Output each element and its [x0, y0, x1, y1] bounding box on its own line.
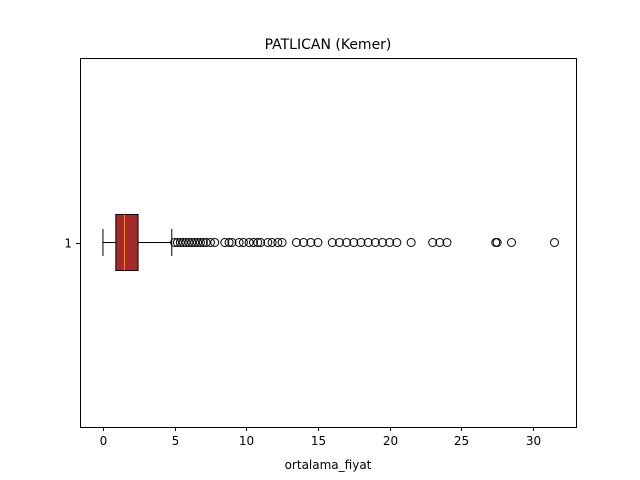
- outlier-point: [193, 238, 203, 247]
- outlier-point: [277, 238, 287, 247]
- outlier-point: [327, 238, 337, 247]
- outlier-point: [187, 238, 197, 247]
- outlier-point: [306, 238, 316, 247]
- outlier-point: [428, 238, 438, 247]
- x-tick-label: 30: [526, 434, 541, 448]
- x-tick-label: 5: [172, 434, 180, 448]
- x-tick-label: 10: [239, 434, 254, 448]
- x-tick-label: 20: [383, 434, 398, 448]
- outlier-point: [224, 238, 234, 247]
- outlier-point: [342, 238, 352, 247]
- outlier-point: [170, 238, 180, 247]
- outlier-point: [406, 238, 416, 247]
- outlier-point: [363, 238, 373, 247]
- outlier-point: [442, 238, 452, 247]
- y-tick-label: 1: [64, 237, 72, 251]
- outlier-point: [244, 238, 254, 247]
- outlier-point: [273, 238, 283, 247]
- outlier-point: [178, 238, 188, 247]
- outlier-point: [205, 238, 215, 247]
- outlier-point: [349, 238, 359, 247]
- outlier-point: [435, 238, 445, 247]
- outlier-point: [253, 238, 263, 247]
- outlier-point: [267, 238, 277, 247]
- outlier-point: [248, 238, 258, 247]
- outlier-point: [190, 238, 200, 247]
- outlier-point: [210, 238, 220, 247]
- outlier-point: [313, 238, 323, 247]
- chart-title: PATLICAN (Kemer): [265, 37, 392, 53]
- outlier-point: [385, 238, 395, 247]
- outlier-point: [175, 238, 185, 247]
- y-axis: 1: [64, 237, 80, 251]
- x-tick-label: 15: [311, 434, 326, 448]
- outlier-point: [392, 238, 402, 247]
- outlier-point: [172, 238, 182, 247]
- outlier-point: [506, 238, 516, 247]
- box-iqr: [115, 214, 139, 271]
- outlier-point: [256, 238, 266, 247]
- outlier-point: [184, 238, 194, 247]
- x-tick-label: 0: [100, 434, 108, 448]
- x-axis-label: ortalama_fiyat: [285, 458, 372, 472]
- outlier-point: [227, 238, 237, 247]
- outlier-point: [549, 238, 559, 247]
- outlier-point: [238, 238, 248, 247]
- outlier-point: [198, 238, 208, 247]
- outlier-point: [377, 238, 387, 247]
- outlier-point: [201, 238, 211, 247]
- outlier-point: [195, 238, 205, 247]
- outlier-point: [220, 238, 230, 247]
- outlier-point: [234, 238, 244, 247]
- plot-area: [102, 214, 559, 271]
- outlier-point: [356, 238, 366, 247]
- x-axis: 0 5 10 15 20 25 30: [100, 427, 541, 448]
- outlier-point: [263, 238, 273, 247]
- outlier-point: [299, 238, 309, 247]
- outlier-point: [291, 238, 301, 247]
- outlier-point: [492, 238, 502, 247]
- outlier-point: [370, 238, 380, 247]
- axes-frame: [80, 58, 577, 428]
- outlier-point: [181, 238, 191, 247]
- outlier-point: [334, 238, 344, 247]
- x-tick-label: 25: [454, 434, 469, 448]
